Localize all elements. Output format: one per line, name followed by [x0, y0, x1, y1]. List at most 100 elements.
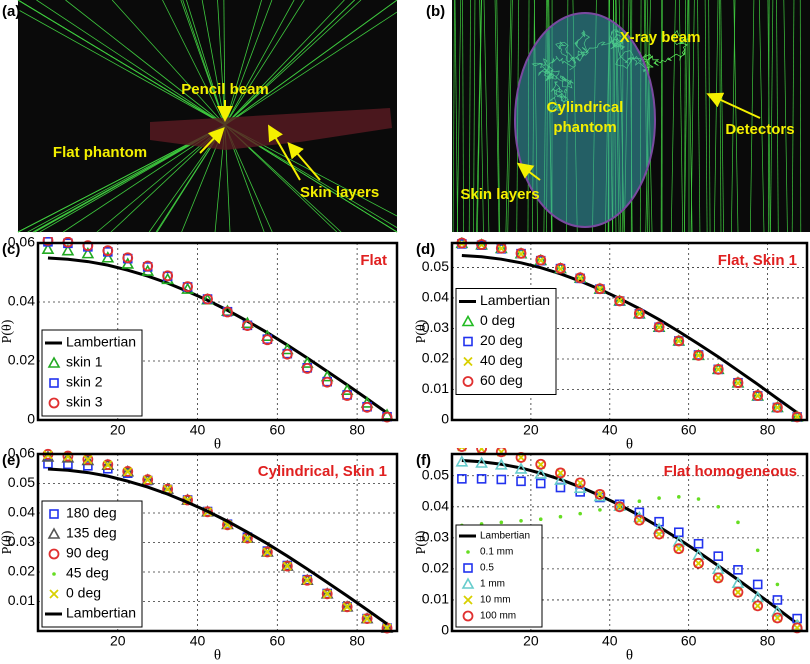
marker-x: [342, 602, 352, 612]
ray: [494, 0, 500, 233]
marker-x: [634, 515, 644, 525]
y-tick-label: 0.02: [8, 352, 35, 368]
y-tick-label: 0.02: [422, 350, 449, 366]
chart: 20 40 60 80 0.01 0.02 0.03 0.04 0.05 0.06 Cylindri…: [0, 445, 399, 663]
marker-circle: [574, 272, 586, 284]
plot-border: [450, 241, 809, 422]
marker-circle: [555, 467, 566, 479]
ray: [749, 0, 755, 233]
ray: [770, 0, 774, 233]
annotation: Skin layers: [460, 186, 539, 203]
marker-circle: [495, 448, 507, 458]
marker-square: [713, 551, 724, 561]
marker-x: [362, 613, 372, 624]
marker-circle: [202, 293, 213, 305]
panel-label: (c): [2, 241, 20, 258]
legend-label: Lambertian: [480, 531, 530, 542]
ray: [36, 0, 226, 126]
y-tick-label: 0: [27, 411, 35, 427]
legend-label: 90 deg: [66, 545, 109, 561]
marker-circle: [614, 295, 626, 307]
marker-circle: [122, 252, 134, 264]
marker-circle: [62, 450, 74, 462]
marker-circle: [162, 270, 174, 282]
chart-title: Flat: [360, 252, 387, 269]
panel-label: (a): [2, 3, 20, 20]
ray: [776, 0, 779, 233]
ray: [483, 0, 490, 233]
panel-label: (b): [426, 3, 445, 20]
marker-circle: [535, 254, 547, 266]
marker-circle: [732, 586, 744, 598]
ray: [690, 0, 695, 233]
x-tick-label: 60: [681, 633, 697, 649]
y-tick-label: 0.01: [422, 380, 449, 396]
y-tick-label: 0.04: [8, 293, 35, 309]
marker-circle: [594, 488, 606, 500]
marker-circle: [693, 349, 704, 361]
marker-triangle: [494, 458, 508, 470]
legend-label: 0 deg: [480, 312, 515, 328]
marker-square: [463, 563, 473, 573]
y-axis-label: P(θ): [414, 530, 429, 554]
ray: [182, 0, 226, 126]
line-series: [461, 254, 799, 414]
marker-x: [654, 529, 664, 539]
ray: [733, 0, 739, 233]
marker-x: [302, 575, 312, 585]
marker-circle: [693, 557, 704, 569]
ray: [679, 0, 684, 233]
marker-circle: [82, 240, 94, 252]
marker-circle: [476, 239, 487, 250]
ray: [224, 0, 273, 126]
legend-label: 180 deg: [66, 505, 117, 521]
marker-circle: [712, 572, 724, 584]
x-tick-label: 40: [602, 633, 618, 649]
ray: [473, 0, 476, 233]
ray: [704, 0, 708, 233]
x-tick-label: 40: [190, 422, 206, 438]
marker-circle: [462, 376, 474, 387]
ray: [456, 0, 462, 233]
annotation: X-ray beam: [620, 29, 701, 46]
marker-circle: [222, 306, 233, 318]
marker-triangle: [300, 356, 314, 368]
x-tick-label: 80: [760, 633, 776, 649]
marker-circle: [535, 458, 547, 470]
y-axis-label: P(θ): [0, 319, 15, 343]
marker-dot: [696, 497, 701, 501]
ray: [224, 0, 295, 126]
marker-circle: [791, 622, 803, 634]
marker-circle: [281, 348, 293, 360]
marker-x: [463, 356, 473, 367]
chart: 20 40 60 80 0 0.02 0.04 0.06 Flat (c) θ P(θ) Lambert…: [0, 234, 399, 452]
ray: [224, 0, 362, 126]
marker-circle: [321, 588, 333, 600]
ray: [17, 0, 226, 126]
marker-circle: [48, 397, 60, 409]
ray: [783, 0, 788, 233]
legend-label: 135 deg: [66, 525, 117, 541]
x-axis-label: θ: [626, 647, 633, 663]
legend-label: 0.1 mm: [480, 547, 513, 558]
marker-triangle: [320, 369, 334, 382]
marker-x: [49, 589, 59, 599]
legend-label: 0 deg: [66, 585, 101, 601]
marker-x: [674, 544, 684, 554]
y-tick-label: 0.06: [8, 234, 35, 250]
ray: [791, 0, 795, 233]
ray: [17, 9, 226, 126]
marker-circle: [102, 459, 114, 471]
legend-box: [455, 524, 543, 628]
marker-x: [615, 502, 625, 512]
x-tick-label: 20: [110, 633, 126, 649]
marker-x: [143, 475, 153, 485]
chart-title: Flat homogeneous: [664, 463, 797, 480]
marker-dot: [598, 508, 602, 512]
marker-circle: [752, 600, 764, 612]
arrows: [199, 92, 761, 181]
line-series: [47, 256, 388, 415]
marker-x: [463, 595, 473, 605]
legend-label: skin 3: [66, 394, 103, 410]
marker-x: [772, 402, 783, 413]
